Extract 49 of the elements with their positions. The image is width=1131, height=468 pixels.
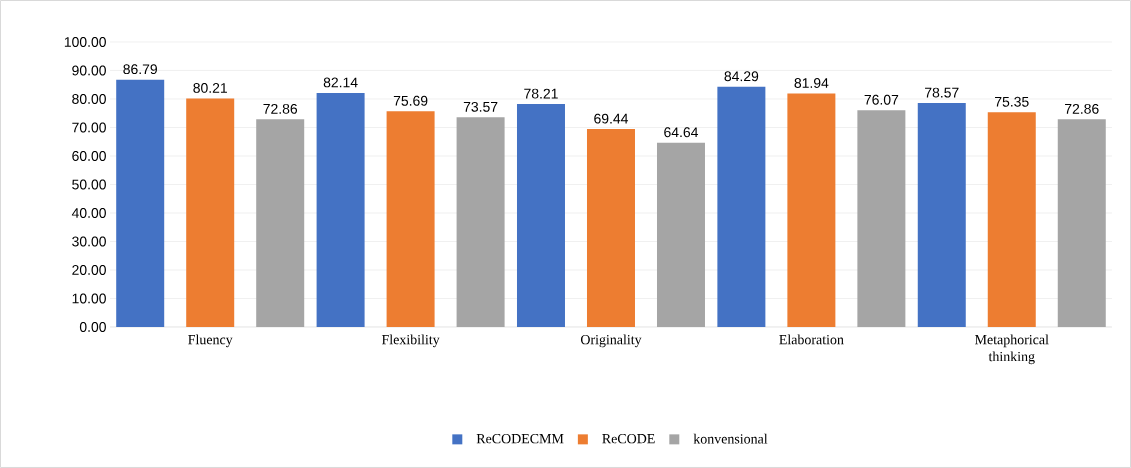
data-label: 78.57: [925, 87, 959, 98]
bar: [256, 119, 305, 327]
legend-label: konvensional: [693, 433, 768, 444]
bar: [316, 92, 365, 327]
y-tick-label: 0.00: [79, 322, 106, 332]
legend-label: ReCODE: [602, 433, 655, 444]
data-label: 75.35: [995, 96, 1029, 107]
y-tick-label: 70.00: [72, 122, 106, 133]
data-label: 73.57: [463, 101, 498, 112]
data-label: 69.44: [594, 113, 629, 124]
y-tick-label: 90.00: [72, 65, 106, 76]
data-label: 64.64: [664, 127, 699, 138]
x-tick-label: Originality: [580, 334, 642, 348]
y-tick-label: 60.00: [72, 151, 106, 161]
x-tick-label: Fluency: [188, 334, 233, 348]
bar: [717, 86, 766, 327]
data-label: 75.69: [393, 95, 428, 106]
bar: [456, 117, 505, 327]
bar: [857, 110, 906, 327]
bar: [787, 93, 836, 327]
data-label: 82.14: [323, 77, 358, 88]
bar: [386, 111, 435, 327]
bar: [1057, 119, 1106, 327]
y-tick-label: 30.00: [72, 236, 106, 247]
bar: [586, 129, 635, 327]
x-tick-label: Elaboration: [779, 334, 844, 345]
data-label: 72.86: [1065, 103, 1099, 114]
data-label: 80.21: [193, 82, 227, 93]
legend-label: ReCODECMM: [476, 433, 564, 444]
y-tick-label: 100.00: [64, 37, 106, 47]
data-label: 84.29: [724, 71, 759, 82]
x-tick-label: Flexibility: [381, 334, 440, 348]
bar: [656, 142, 705, 327]
bar: [987, 112, 1036, 327]
data-label: 76.07: [864, 94, 899, 105]
bar: [516, 104, 565, 327]
y-tick-label: 10.00: [72, 293, 106, 304]
y-tick-label: 80.00: [72, 94, 106, 104]
data-label: 78.21: [524, 88, 558, 99]
y-tick-label: 20.00: [72, 265, 106, 275]
data-label: 72.86: [263, 103, 298, 114]
bar: [116, 79, 165, 327]
y-tick-label: 50.00: [72, 179, 106, 190]
bar: [186, 98, 235, 327]
y-tick-label: 40.00: [71, 208, 106, 218]
data-label: 81.94: [794, 78, 829, 88]
x-tick-label: Metaphorical thinking: [974, 334, 1049, 365]
bar: [917, 103, 966, 327]
data-label: 86.79: [123, 64, 157, 75]
